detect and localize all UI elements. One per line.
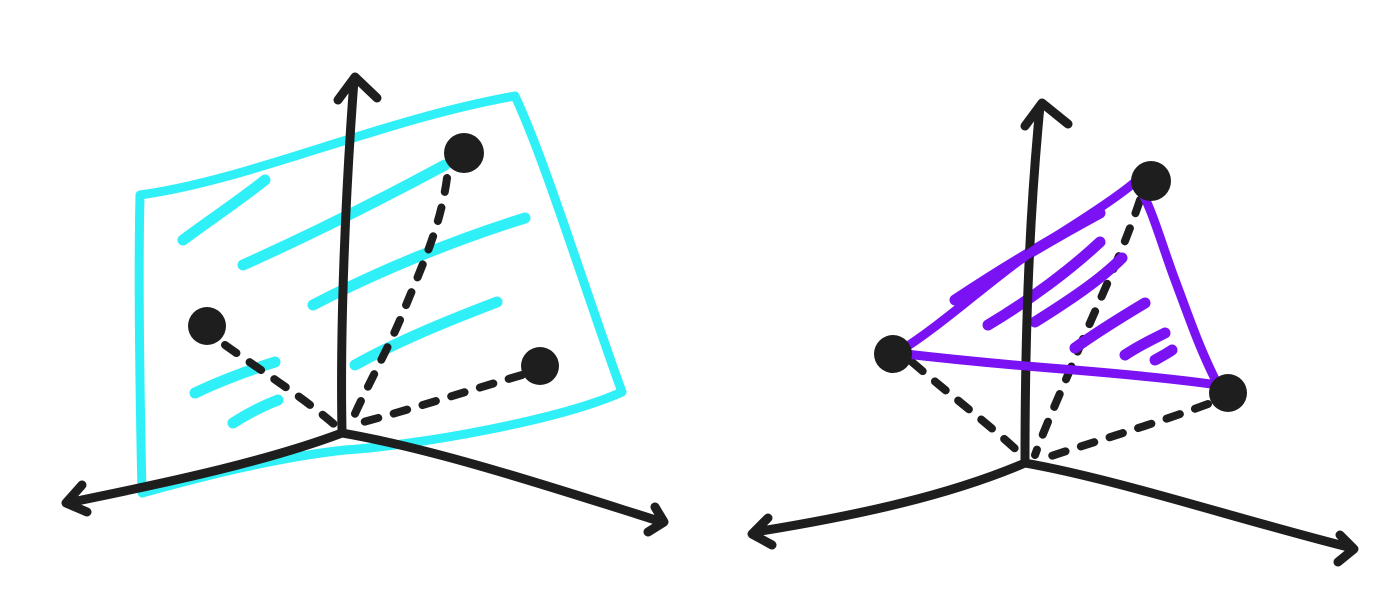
right-axis [337, 428, 667, 527]
plane-hatch-stroke [349, 296, 503, 371]
right-axis-arrowhead [643, 502, 669, 537]
right-projection-lines [908, 196, 1212, 462]
left-axis-arrowhead [61, 480, 92, 517]
vertical-axis [1020, 101, 1045, 468]
projection-line-right-point [348, 371, 526, 429]
right-points [874, 161, 1247, 412]
projection-line-left-point [908, 358, 1026, 459]
right-axis-arrowhead [1333, 530, 1359, 567]
plane-hatching [177, 159, 531, 429]
vertical-axis-arrowhead [333, 72, 382, 105]
triangle-hatch-stroke [1029, 252, 1128, 328]
point-right [521, 347, 559, 385]
vertical-axis-arrowhead [1020, 98, 1073, 131]
triangle-hatch-stroke [1069, 297, 1151, 354]
projection-line-top-point [346, 174, 451, 429]
projection-line-left-point [221, 341, 339, 429]
point-top [444, 133, 484, 173]
left-projection-lines [221, 174, 526, 429]
left-axis [750, 458, 1030, 537]
left-points [188, 133, 559, 385]
left-axes [61, 72, 669, 537]
point-left [874, 335, 912, 373]
plane-hatch-stroke [227, 394, 284, 429]
triangle-hatch-stroke [1119, 327, 1171, 361]
triangle-hatch-stroke [1149, 344, 1178, 366]
point-left [188, 307, 226, 345]
plane-hatch-stroke [177, 174, 271, 246]
left-diagram [61, 72, 669, 537]
point-top [1131, 161, 1171, 201]
point-right [1209, 374, 1247, 412]
right-axis [1020, 458, 1357, 553]
plane-hatch-stroke [189, 356, 281, 399]
right-axes [747, 98, 1359, 567]
projection-line-top-point [1031, 196, 1144, 459]
triangle-outline [892, 177, 1223, 390]
plane-outline [134, 91, 627, 498]
projection-line-right-point [1041, 400, 1212, 462]
left-axis-arrowhead [747, 513, 777, 550]
triangle-hatch-stroke [982, 236, 1106, 331]
vertical-axis [337, 75, 359, 437]
left-axis [67, 428, 347, 507]
right-diagram [747, 98, 1359, 567]
